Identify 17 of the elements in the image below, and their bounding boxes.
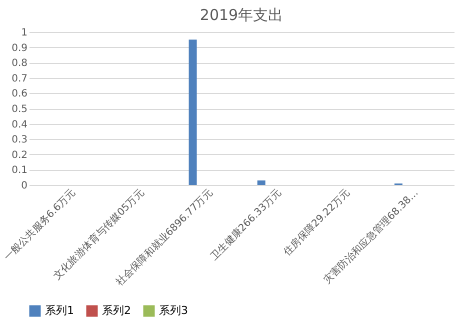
- bar: [257, 180, 266, 185]
- legend-label: 系列1: [45, 304, 74, 317]
- y-tick-label: 0.1: [12, 165, 28, 176]
- y-tick-label: 0.2: [12, 150, 28, 161]
- legend-label: 系列3: [159, 304, 188, 317]
- y-tick-label: 1: [21, 28, 28, 38]
- y-tick-label: 0.9: [12, 42, 28, 54]
- y-tick-label: 0.7: [12, 73, 28, 84]
- y-tick-label: 0.3: [12, 134, 28, 146]
- bar: [188, 40, 197, 185]
- y-tick-label: 0.6: [12, 88, 28, 100]
- y-tick-label: 0.5: [12, 104, 28, 115]
- y-tick-label: 0.4: [12, 119, 28, 130]
- chart-title: 2019年支出: [200, 6, 284, 24]
- y-tick-label: 0.8: [12, 58, 28, 70]
- y-tick-label: 0: [21, 180, 28, 192]
- legend-label: 系列2: [102, 304, 131, 317]
